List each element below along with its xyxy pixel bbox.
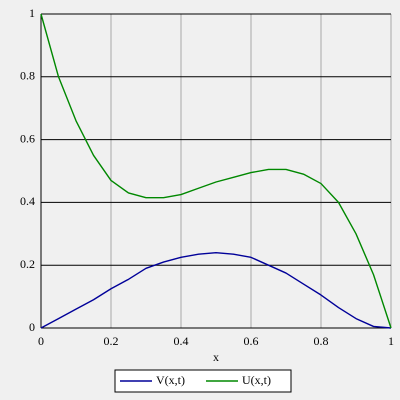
series-line [40, 251, 392, 329]
y-tick-label: 1 [29, 6, 35, 20]
x-axis-label: x [213, 350, 219, 364]
x-tick-label: 0.8 [314, 334, 329, 348]
legend-label: V(x,t) [156, 373, 185, 387]
legend: V(x,t) U(x,t) [114, 369, 292, 393]
y-tick-label: 0 [29, 320, 35, 334]
y-tick-label: 0.6 [20, 131, 35, 145]
x-tick-label: 0 [38, 334, 44, 348]
x-tick-label: 0.4 [174, 334, 189, 348]
legend-label: U(x,t) [242, 373, 271, 387]
y-tick-label: 0.8 [20, 69, 35, 83]
series-line [40, 13, 392, 329]
y-tick-label: 0.2 [20, 257, 35, 271]
y-tick-label: 0.4 [20, 194, 35, 208]
x-tick-label: 1 [388, 334, 394, 348]
legend-box [114, 369, 292, 393]
x-tick-label: 0.6 [244, 334, 259, 348]
x-tick-label: 0.2 [104, 334, 119, 348]
